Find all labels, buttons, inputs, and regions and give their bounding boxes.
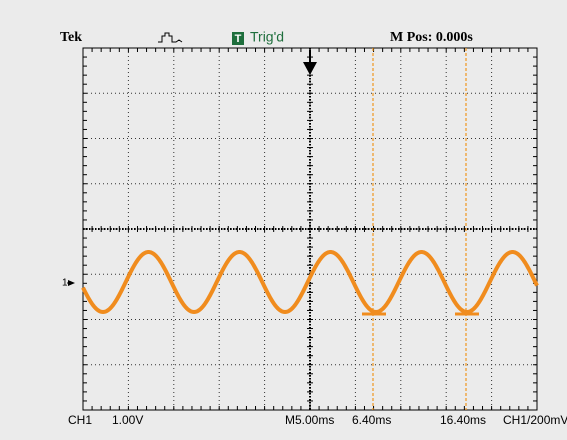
timebase: M5.00ms [285,413,334,427]
volts-per-div: 1.00V [112,413,143,427]
channel-marker: 1 [62,278,68,289]
cursor1-time: 6.40ms [352,413,391,427]
trigger-position-arrow [303,62,317,75]
cursor2-time: 16.40ms [440,413,486,427]
graticule [83,48,537,410]
horizontal-position: M Pos: 0.000s [390,30,473,45]
trigger-source: CH1/200mV [503,413,567,427]
trigger-status: Trig'd [250,29,284,45]
trigger-icon: T [235,33,242,45]
trigger-type-icon [158,32,183,43]
channel-marker-arrow [68,280,75,286]
waveform [81,250,539,315]
trigger-icon-box [232,32,244,45]
brand: Tek [60,30,82,45]
channel-label: CH1 [68,413,92,427]
